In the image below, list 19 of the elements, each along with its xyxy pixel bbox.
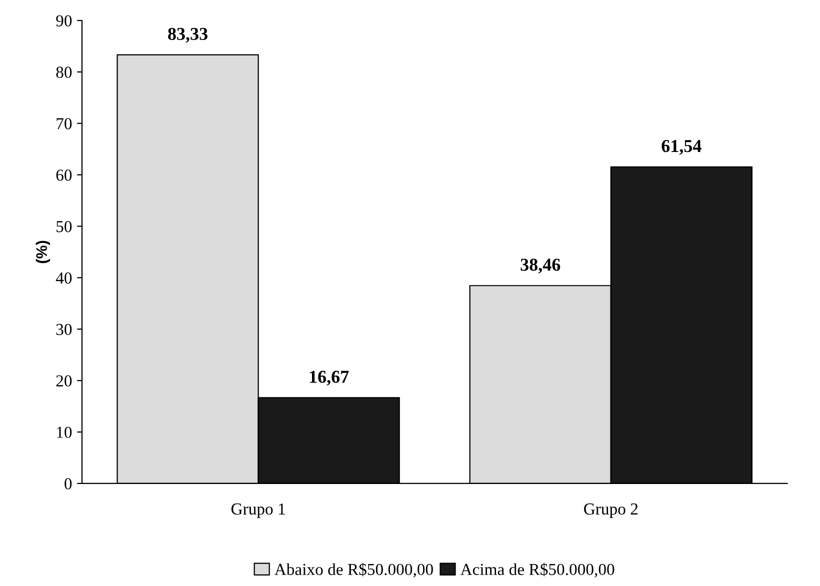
x-tick-label: Grupo 2 xyxy=(584,503,638,518)
y-tick-label: 60 xyxy=(56,170,72,181)
y-tick-label: 90 xyxy=(56,15,72,26)
y-tick-label: 40 xyxy=(56,272,72,284)
legend-label: Acima de R$50.000,00 xyxy=(460,562,614,578)
y-tick-label: 50 xyxy=(56,220,72,232)
y-tick-label: 20 xyxy=(56,375,72,387)
legend-label: Abaixo de R$50.000,00 xyxy=(274,562,433,578)
data-label: 38,46 xyxy=(520,258,560,274)
y-axis-title: (%) xyxy=(36,240,50,264)
data-label: 83,33 xyxy=(168,28,208,43)
y-tick-label: 70 xyxy=(56,118,72,130)
y-tick-label: 30 xyxy=(56,324,72,336)
data-label: 16,67 xyxy=(310,370,349,386)
data-label: 61,54 xyxy=(662,140,702,155)
x-tick-label: Grupo 1 xyxy=(231,503,285,518)
y-tick-label: 80 xyxy=(56,66,72,78)
y-tick-label: 10 xyxy=(57,426,72,438)
y-tick-label: 0 xyxy=(64,478,72,490)
